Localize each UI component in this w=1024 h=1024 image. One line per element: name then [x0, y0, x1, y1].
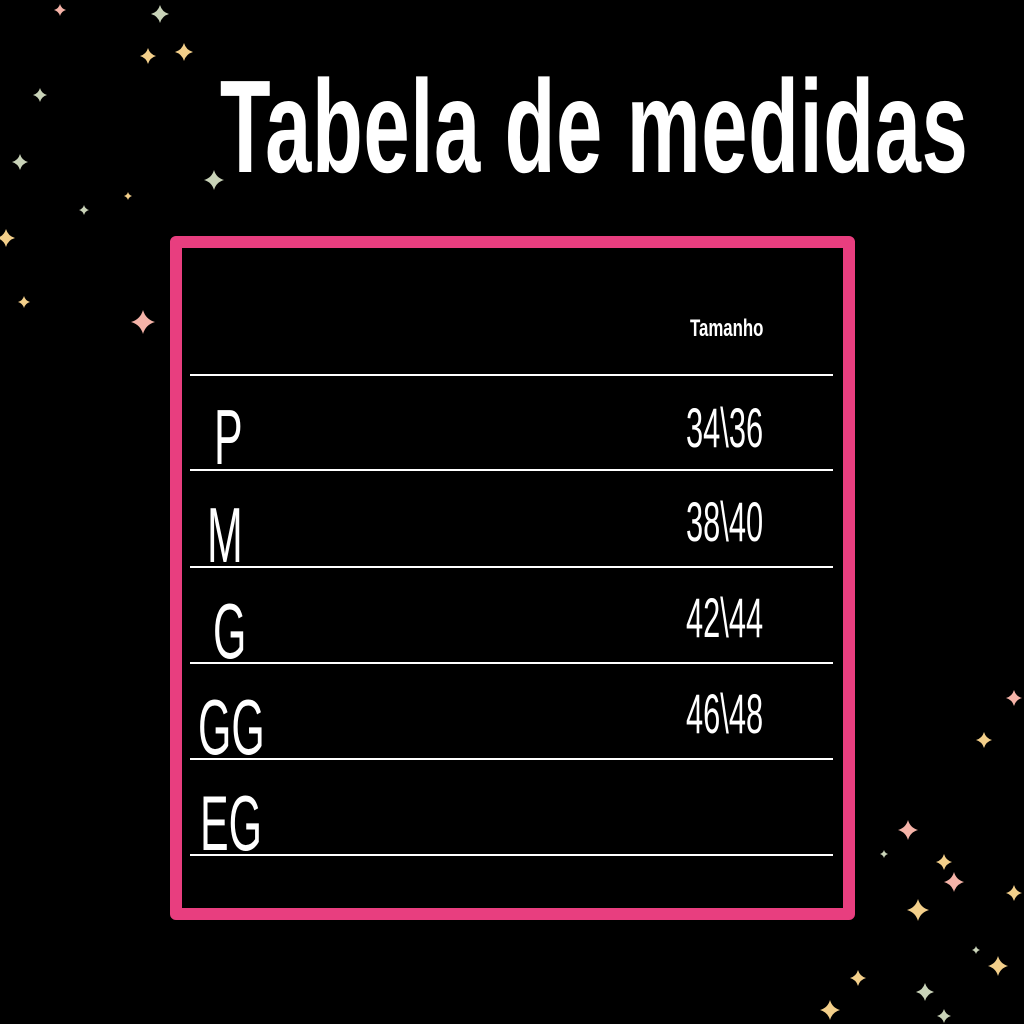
sparkle-star-icon — [175, 43, 193, 61]
sparkle-star-icon — [79, 205, 89, 215]
sparkle-star-icon — [18, 296, 30, 308]
sparkle-star-icon — [937, 1009, 951, 1023]
table-divider — [190, 469, 833, 471]
size-table-frame — [170, 236, 855, 920]
size-value-p: 34\36 — [686, 396, 764, 459]
sparkle-star-icon — [140, 48, 156, 64]
table-divider — [190, 374, 833, 376]
sparkle-star-icon — [916, 983, 934, 1001]
table-divider — [190, 854, 833, 856]
sparkle-star-icon — [54, 4, 66, 16]
size-label-eg: EG — [200, 779, 262, 867]
sparkle-star-icon — [124, 192, 132, 200]
sparkle-star-icon — [907, 899, 929, 921]
sparkle-star-icon — [972, 946, 980, 954]
sparkle-star-icon — [898, 820, 918, 840]
size-label-g: G — [213, 587, 247, 675]
size-value-g: 42\44 — [686, 586, 764, 649]
size-label-gg: GG — [198, 683, 265, 771]
sparkle-star-icon — [204, 170, 224, 190]
size-label-p: P — [214, 393, 243, 481]
size-value-m: 38\40 — [686, 490, 764, 553]
sparkle-star-icon — [1006, 885, 1022, 901]
sparkle-star-icon — [936, 854, 952, 870]
sparkle-star-icon — [976, 732, 992, 748]
sparkle-star-icon — [820, 1000, 840, 1020]
sparkle-star-icon — [151, 5, 169, 23]
sparkle-star-icon — [1006, 690, 1022, 706]
sparkle-star-icon — [988, 956, 1008, 976]
sparkle-star-icon — [880, 850, 888, 858]
table-divider — [190, 566, 833, 568]
sparkle-star-icon — [131, 310, 155, 334]
size-label-m: M — [207, 491, 243, 579]
table-divider — [190, 662, 833, 664]
size-value-gg: 46\48 — [686, 682, 764, 745]
column-header-tamanho: Tamanho — [690, 315, 764, 342]
page-title: Tabela de medidas — [219, 53, 969, 200]
sparkle-star-icon — [850, 970, 866, 986]
sparkle-star-icon — [0, 229, 15, 247]
sparkle-star-icon — [12, 154, 28, 170]
sparkle-star-icon — [944, 872, 964, 892]
sparkle-star-icon — [33, 88, 47, 102]
table-divider — [190, 758, 833, 760]
